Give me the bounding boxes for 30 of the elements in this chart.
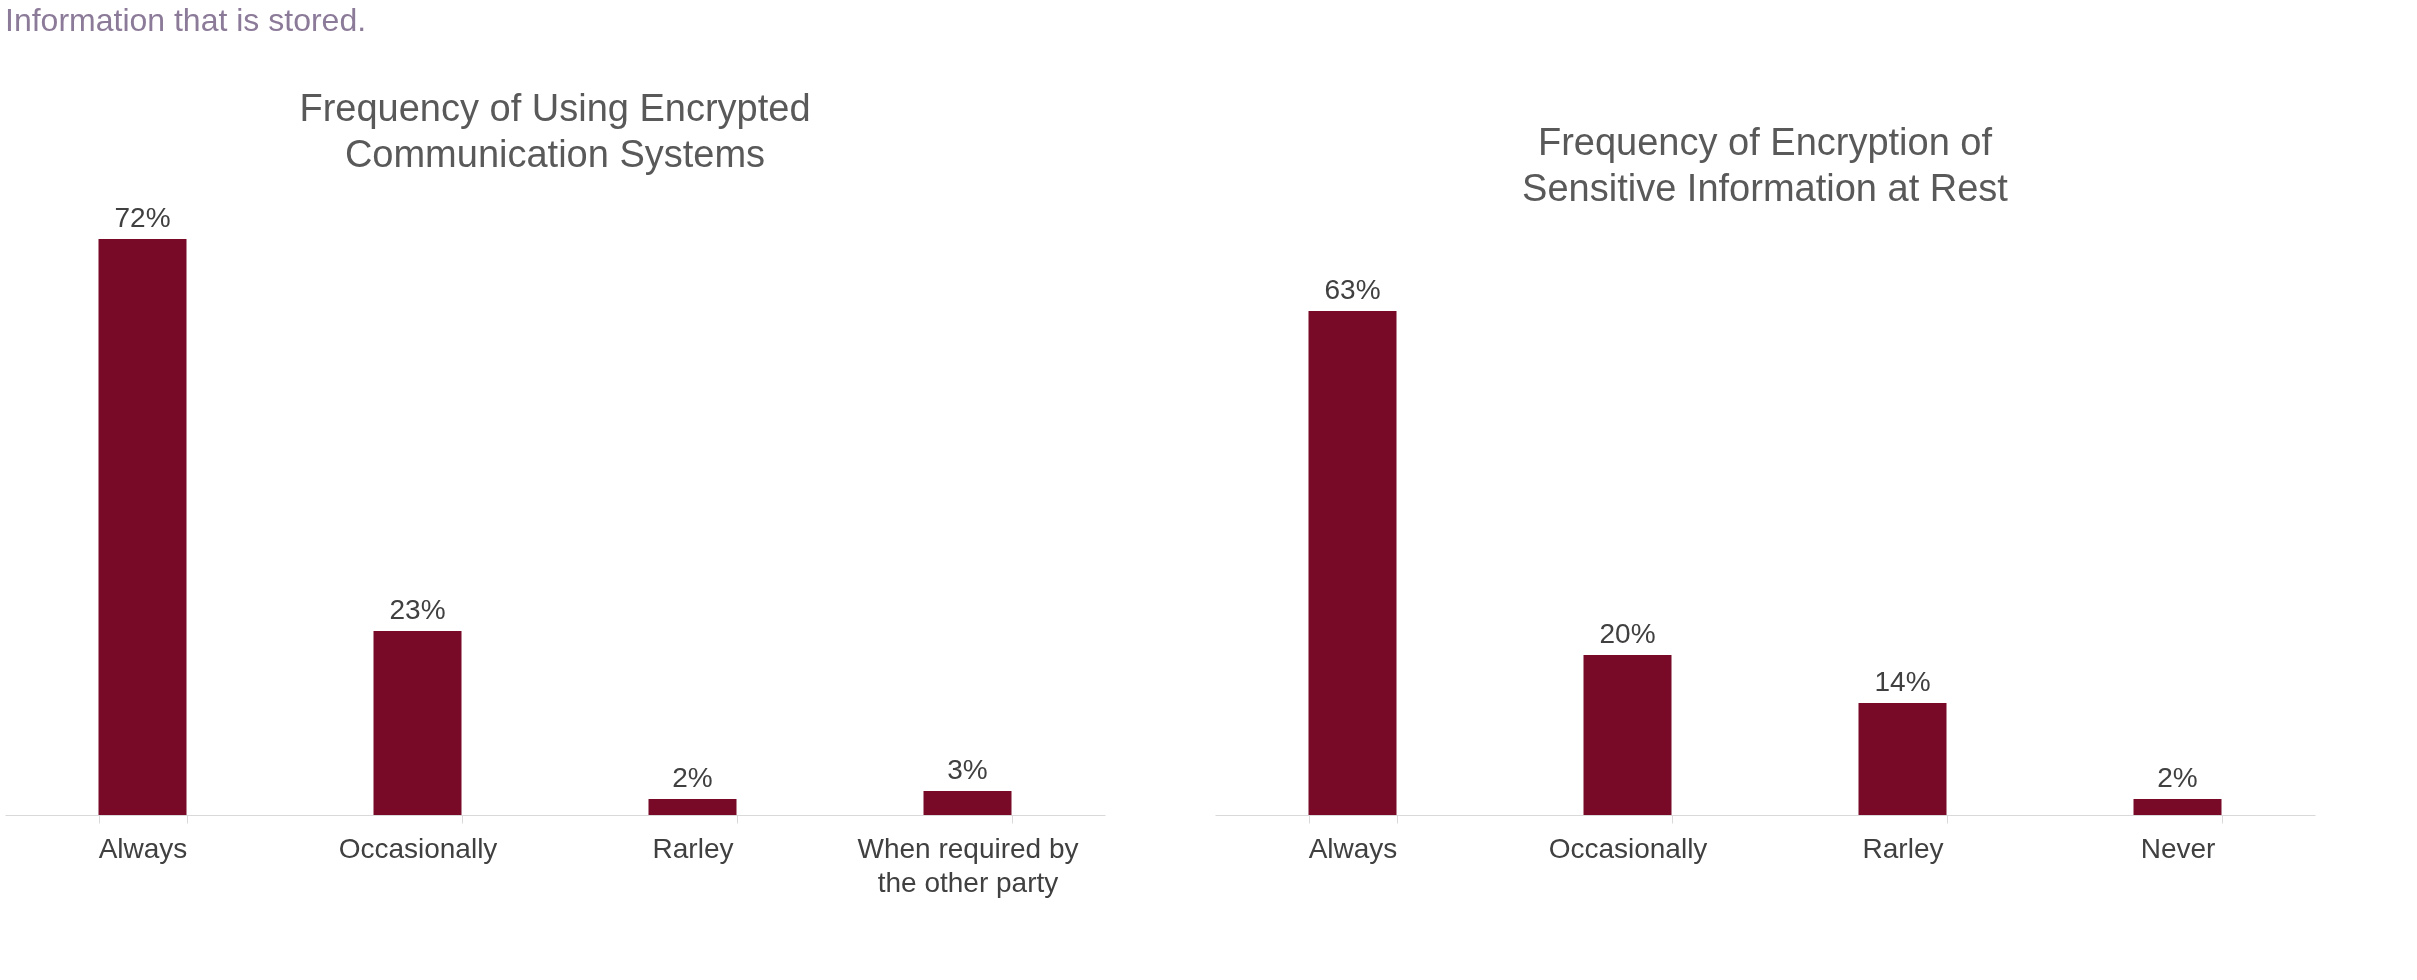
data-label: 2%	[2157, 762, 2198, 793]
text: Sensitive Information at Rest	[1522, 167, 2008, 209]
bar	[1583, 655, 1672, 815]
x-tick-label: Never	[2140, 832, 2216, 864]
text: Communication Systems	[344, 133, 766, 175]
bar	[373, 631, 462, 815]
bar	[98, 239, 187, 815]
x-tick-label: Occasionally	[338, 832, 498, 864]
x-tick-label: Rarley	[1862, 832, 1944, 864]
text: Frequency of Using Encrypted	[299, 87, 811, 129]
data-label: 20%	[1599, 618, 1656, 649]
data-label: 72%	[114, 202, 171, 233]
data-label: 3%	[947, 754, 988, 785]
x-tick-label: Always	[1308, 832, 1398, 864]
bar	[923, 791, 1012, 815]
bar	[648, 799, 737, 815]
x-tick-label: Rarley	[652, 832, 734, 864]
x-tick-label: Occasionally	[1548, 832, 1708, 864]
text: Information that is stored.	[5, 2, 367, 38]
bar	[1308, 311, 1397, 815]
x-tick-label: Always	[98, 832, 188, 864]
category-label: the other party	[877, 866, 1059, 898]
data-label: 23%	[389, 594, 446, 625]
data-label: 2%	[672, 762, 713, 793]
data-label: 14%	[1874, 666, 1931, 697]
text: Frequency of Encryption of	[1537, 121, 1993, 163]
bar	[2133, 799, 2222, 815]
category-label: When required by	[857, 832, 1079, 864]
data-label: 63%	[1324, 274, 1381, 305]
bar	[1858, 703, 1947, 815]
